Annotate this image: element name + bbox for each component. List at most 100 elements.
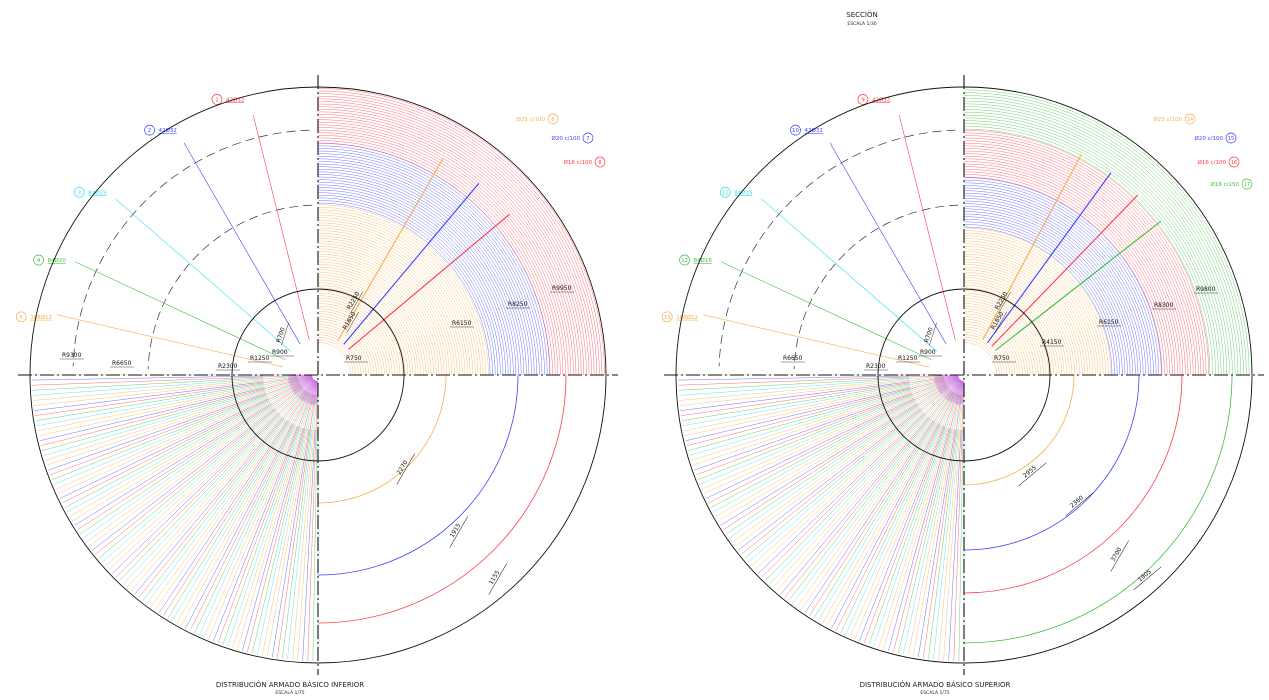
radial-bar	[893, 394, 960, 653]
ring-bar-orange	[963, 284, 1055, 376]
radial-bar	[227, 393, 312, 647]
ring-bar-orange	[963, 238, 1101, 376]
reference-arc-red	[963, 374, 1183, 594]
ring-bar-blue	[963, 224, 1115, 376]
radial-bar	[198, 393, 310, 636]
centre-bar	[957, 380, 964, 405]
centre-bar	[313, 380, 318, 405]
ring-bar-blue	[317, 163, 530, 376]
radial-bar	[840, 424, 941, 634]
ring-bar-orange	[963, 266, 1073, 376]
ring-bar-blue	[963, 177, 1162, 376]
marker-label: 42Ø32	[159, 127, 177, 134]
radius-label: R750	[346, 355, 362, 362]
radial-bar	[907, 428, 954, 656]
centre-bar	[314, 380, 318, 405]
ring-bar-orange	[317, 266, 427, 376]
radius-label: R1250	[250, 355, 270, 362]
ring-bar-red	[317, 134, 559, 376]
radius-label: R900	[272, 349, 288, 356]
centre-bar	[294, 378, 314, 394]
reference-arc-green	[963, 374, 1233, 644]
ring-bar-orange	[317, 313, 380, 376]
radial-bar	[863, 393, 958, 644]
section-scale: ESCALA 1/30	[847, 21, 876, 27]
radial-bar	[800, 391, 953, 611]
centre-bar	[934, 375, 959, 379]
ring-bar-orange	[963, 316, 1023, 376]
centre-bar	[301, 379, 315, 401]
radial-bar	[154, 391, 307, 611]
radial-bar	[35, 383, 264, 421]
radial-bar	[754, 388, 950, 571]
radius-dim-line	[281, 322, 289, 346]
ring-bar-orange	[963, 253, 1086, 376]
ring-bar-green	[963, 106, 1233, 376]
right-scale: ESCALA 1/75	[920, 690, 949, 696]
radial-bar	[312, 429, 318, 661]
ring-bar-orange	[963, 290, 1049, 376]
radial-bar	[772, 415, 928, 588]
callout-leader	[337, 158, 444, 341]
radial-bar	[222, 426, 300, 645]
ring-bar-blue	[317, 142, 551, 376]
right-title: DISTRIBUCIÓN ARMADO BÁSICO SUPERIOR	[860, 680, 1011, 689]
ring-bar-blue	[963, 195, 1144, 376]
centre-bar	[291, 377, 313, 390]
radius-label: R6650	[783, 355, 803, 362]
marker-bubble	[33, 254, 44, 266]
radial-bar	[242, 427, 304, 651]
ring-bar-orange	[317, 258, 435, 376]
ring-bar-red	[963, 161, 1178, 376]
marker-bubble	[679, 254, 690, 266]
callout-leader	[343, 183, 480, 345]
radial-bar	[185, 423, 293, 629]
radial-bar	[923, 394, 962, 659]
radius-dim-line	[994, 311, 1007, 333]
radial-bar	[758, 413, 925, 574]
ring-bar-orange	[963, 323, 1016, 376]
callout-bubble	[1184, 113, 1196, 125]
ring-bar-red	[317, 121, 572, 376]
centre-bar	[943, 379, 961, 398]
radial-bar	[55, 396, 268, 490]
ring-bar-orange	[317, 318, 375, 376]
radial-bar	[726, 405, 919, 535]
radial-bar	[77, 385, 302, 530]
radial-bar	[776, 389, 952, 592]
centre-bar	[948, 379, 962, 401]
radius-label: R4150	[1042, 339, 1062, 346]
centre-bar	[299, 379, 315, 399]
callout-number: 14	[1187, 117, 1193, 123]
centre-bar	[934, 375, 959, 380]
centre-bar	[959, 380, 964, 405]
ring-bar-blue	[963, 216, 1123, 376]
centre-bar	[288, 375, 313, 380]
dashed-arc	[718, 129, 956, 367]
span-dim-line	[488, 563, 507, 595]
ring-bar-orange	[963, 300, 1039, 376]
marker-bubble	[211, 94, 223, 105]
ring-bar-red	[963, 142, 1197, 376]
centre-bar	[944, 379, 961, 398]
ring-bar-orange	[963, 331, 1008, 376]
centre-bar	[939, 378, 960, 393]
centre-bar	[934, 375, 959, 378]
ring-bar-blue	[317, 202, 491, 376]
centre-bar	[305, 380, 316, 403]
centre-bar	[941, 378, 960, 395]
ring-bar-blue	[317, 153, 540, 376]
radial-bar	[685, 387, 911, 442]
centre-bar	[936, 377, 959, 387]
centre-bar	[289, 376, 313, 385]
marker-label: 168Ø12	[676, 314, 698, 321]
marker-bubble	[719, 186, 731, 198]
ring-bar-orange	[317, 206, 487, 376]
ring-bar-red	[317, 108, 585, 376]
centre-bar	[937, 377, 959, 390]
ring-bar-blue	[317, 155, 538, 376]
radial-bar	[686, 379, 945, 446]
radial-bar	[232, 427, 302, 649]
ring-bar-orange	[317, 282, 411, 376]
radial-bar	[734, 386, 949, 547]
